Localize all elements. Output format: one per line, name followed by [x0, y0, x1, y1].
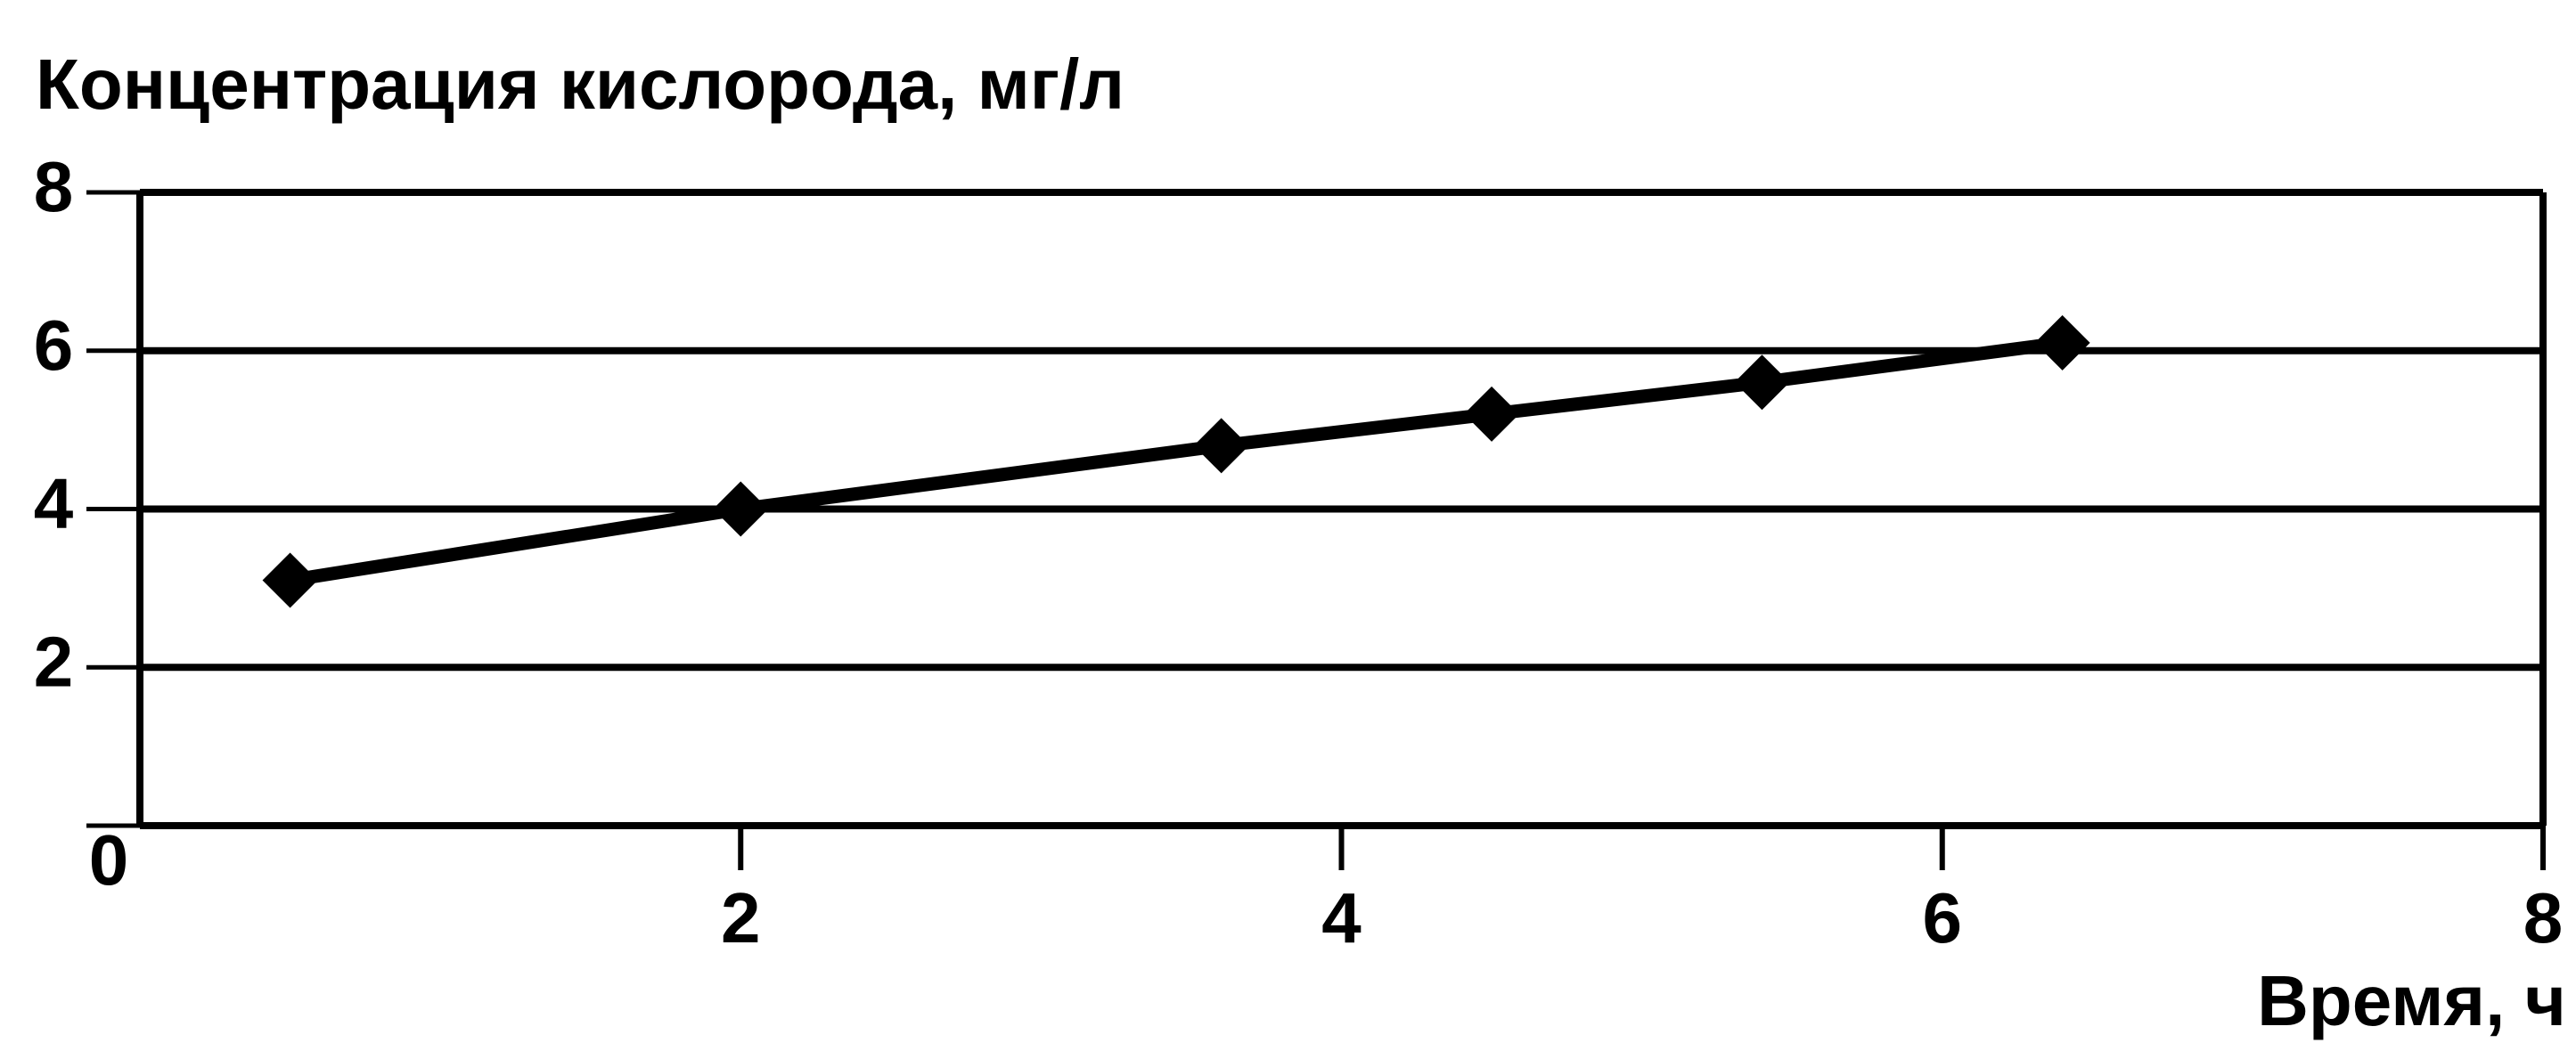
y-tick-label: 2: [34, 622, 74, 701]
marker: [1734, 354, 1790, 411]
x-tick-label: 6: [1923, 878, 1963, 957]
marker: [262, 552, 318, 608]
x-tick-label: 4: [1321, 878, 1362, 957]
marker: [2034, 314, 2090, 371]
marker: [713, 481, 769, 537]
line: [289, 336, 2064, 587]
x-tick-label: 8: [2523, 878, 2564, 957]
y-tick-label: 0: [89, 820, 129, 900]
y-tick-label: 4: [34, 464, 74, 543]
x-axis-label: Время, ч: [2257, 961, 2566, 1040]
y-tick-label: 8: [34, 147, 74, 226]
x-tick-label: 2: [721, 878, 761, 957]
marker: [1464, 386, 1520, 442]
y-tick-label: 6: [34, 306, 74, 385]
marker: [1193, 418, 1249, 474]
chart-title: Концентрация кислорода, мг/л: [36, 45, 1124, 124]
